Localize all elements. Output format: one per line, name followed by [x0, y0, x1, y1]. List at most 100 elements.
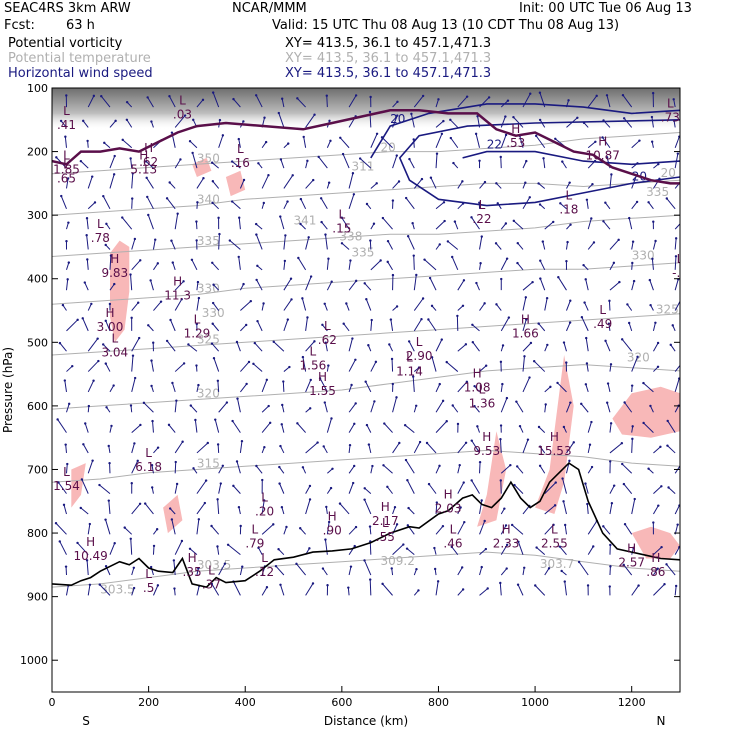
wind-vector — [55, 522, 67, 535]
wind-vector-head — [652, 521, 655, 524]
wind-vector-head — [458, 463, 461, 467]
pv-center-value: 1.66 — [512, 327, 539, 341]
wind-vector — [283, 526, 287, 535]
wind-vector-head — [367, 443, 371, 446]
wind-vector — [392, 442, 400, 454]
wind-vector-head — [590, 465, 594, 469]
wind-vector-head — [475, 281, 478, 285]
wind-vector-head — [375, 132, 379, 135]
wind-vector-head — [486, 587, 489, 590]
wind-vector-head — [108, 461, 111, 465]
y-tick-label: 600 — [27, 400, 48, 413]
wind-vector — [218, 465, 224, 474]
wind-vector-head — [81, 317, 84, 320]
wind-vector — [87, 338, 99, 352]
wind-vector — [348, 194, 355, 209]
wind-vector — [519, 135, 524, 148]
wind-vector-head — [226, 543, 230, 546]
wind-vector — [471, 440, 480, 454]
wind-vector-head — [211, 180, 215, 183]
wind-vector-head — [406, 524, 410, 527]
y-tick-label: 100 — [27, 82, 48, 95]
wind-vector — [174, 159, 181, 169]
wind-vector — [65, 444, 67, 453]
pv-shaded-region — [631, 526, 680, 559]
wind-vector-head — [537, 322, 540, 325]
wind-vector-head — [125, 100, 129, 104]
wind-vector-head — [351, 337, 354, 340]
wind-vector-head — [168, 95, 171, 98]
wind-vector — [457, 381, 468, 393]
wind-vector-head — [503, 507, 506, 510]
wind-vector-head — [325, 505, 328, 509]
wind-vector-head — [96, 337, 99, 340]
wind-vector — [608, 300, 611, 311]
pv-center-value: 9.53 — [473, 444, 500, 458]
wind-vector — [151, 360, 154, 372]
wind-vector-head — [420, 177, 424, 181]
wind-vector — [566, 300, 571, 311]
wind-vector — [674, 238, 677, 250]
wind-vector-head — [309, 407, 312, 410]
wind-vector-head — [473, 384, 476, 388]
wind-vector — [364, 499, 372, 515]
wind-vector — [305, 179, 314, 189]
wind-vector-head — [348, 443, 352, 447]
wind-vector-head — [291, 174, 294, 177]
wind-vector — [80, 160, 89, 169]
pv-center-marker: H — [139, 149, 148, 163]
pv-center-marker: L — [324, 319, 331, 333]
wind-vector-head — [411, 221, 414, 225]
pv-center-marker: H — [627, 541, 636, 555]
wind-vector-head — [676, 523, 679, 526]
wind-vector — [674, 256, 677, 270]
wind-vector — [457, 442, 467, 454]
wind-vector — [348, 338, 353, 352]
wind-vector-head — [342, 322, 345, 325]
wind-vector-head — [282, 380, 285, 383]
pv-center-marker: L — [416, 335, 423, 349]
wind-vector — [240, 300, 252, 311]
wind-vector-head — [509, 463, 512, 467]
wind-vector — [342, 153, 350, 169]
wind-vector — [103, 142, 111, 149]
wind-vector-head — [221, 134, 225, 137]
wind-vector — [82, 318, 89, 332]
south-end-label: S — [82, 714, 90, 728]
wind-vector-head — [317, 155, 320, 159]
wind-vector — [587, 242, 595, 250]
pv-center-value: .78 — [91, 231, 110, 245]
wind-vector — [131, 173, 134, 189]
wind-vector-head — [194, 418, 197, 422]
wind-vector-head — [131, 354, 135, 357]
wind-vector-head — [654, 239, 657, 243]
wind-vector-head — [674, 237, 678, 240]
wind-vector — [218, 563, 226, 576]
wind-vector-head — [435, 501, 439, 504]
wind-vector-head — [278, 482, 281, 485]
pv-center-value: .86 — [646, 565, 665, 579]
wind-vector-head — [91, 459, 94, 462]
wind-vector — [348, 403, 357, 413]
wind-vector-head — [517, 540, 520, 543]
wind-vector-head — [456, 422, 460, 426]
wind-vector-head — [433, 546, 436, 550]
wind-vector-head — [389, 318, 393, 321]
wind-vector-head — [144, 160, 148, 163]
wind-vector — [109, 174, 115, 189]
wind-vector-head — [576, 116, 579, 119]
wind-vector-head — [478, 159, 481, 162]
wind-vector-head — [531, 280, 534, 284]
wind-vector-head — [313, 340, 316, 343]
wind-vector-head — [98, 483, 101, 487]
wind-vector-head — [242, 282, 245, 286]
wind-vector — [370, 260, 382, 271]
wind-vector-head — [354, 402, 357, 405]
wind-vector — [479, 236, 483, 250]
wind-vector — [273, 341, 285, 352]
pv-center-marker: L — [479, 383, 486, 397]
wind-vector — [387, 261, 393, 271]
wind-vector-head — [649, 404, 652, 408]
wind-vector — [586, 503, 589, 515]
wind-vector — [623, 564, 633, 576]
